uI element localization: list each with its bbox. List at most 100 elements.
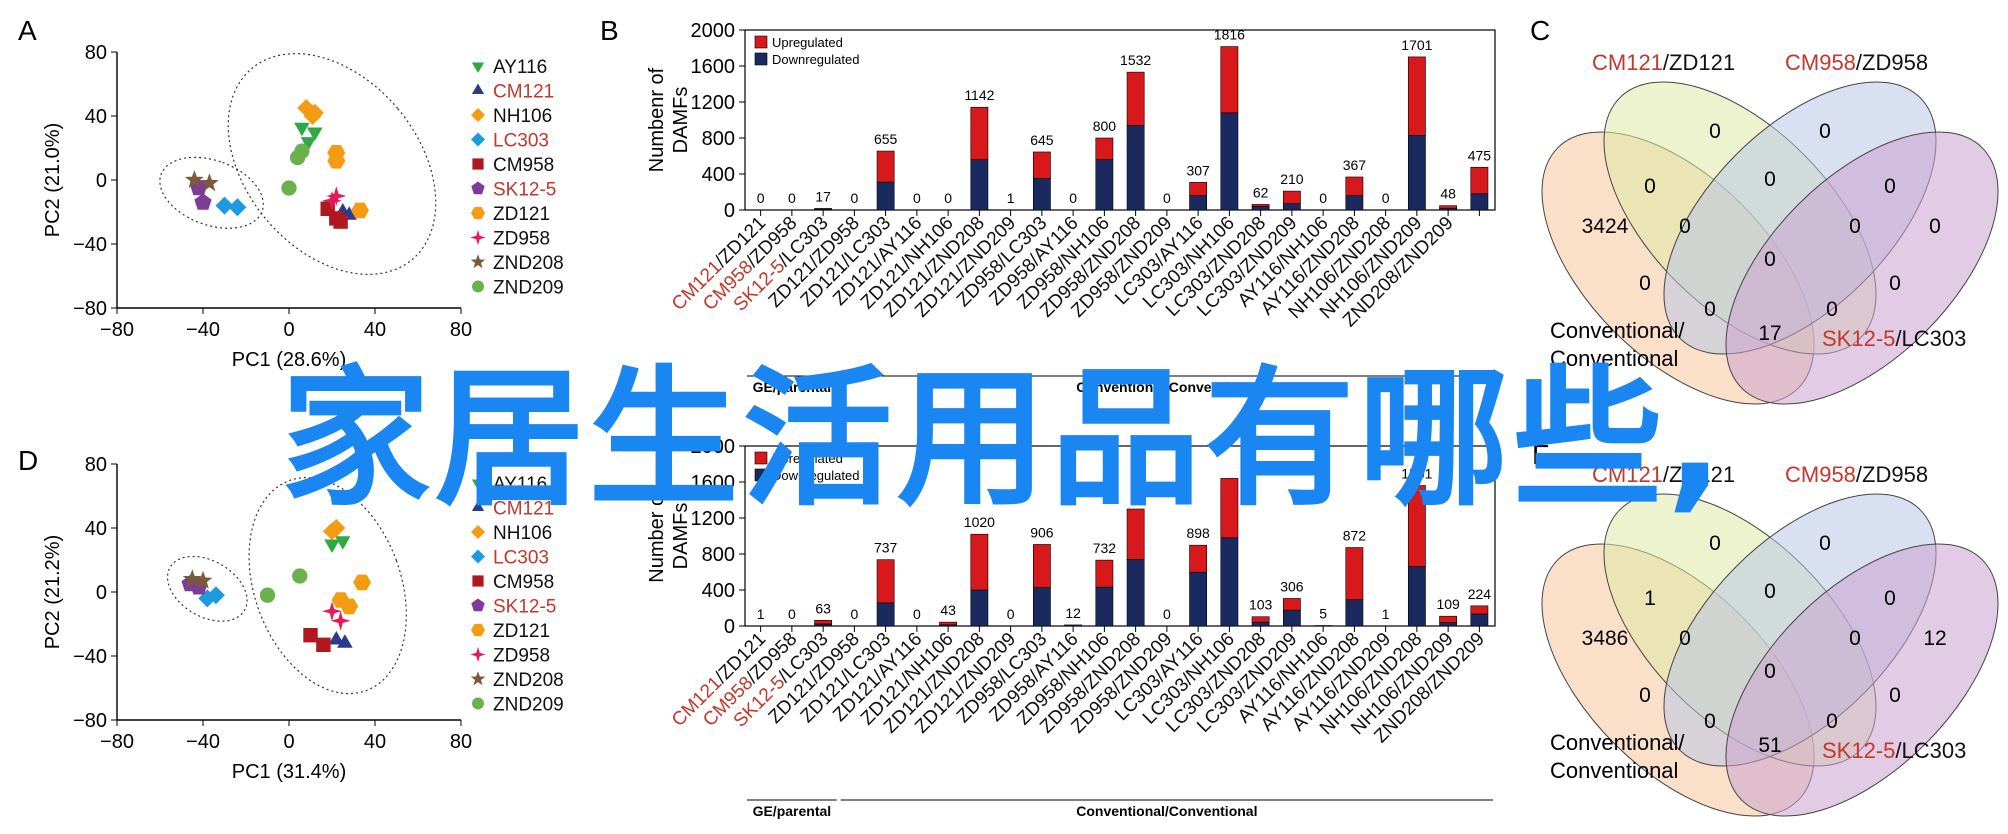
bar-value-label: 655 xyxy=(874,131,898,147)
scatter-point xyxy=(206,586,225,605)
legend-marker xyxy=(471,500,485,511)
legend-marker xyxy=(472,697,484,710)
venn-count: 0 xyxy=(1764,580,1776,603)
bar-value-label: 0 xyxy=(1382,190,1390,206)
venn-set-label-first: CM121 xyxy=(1592,462,1663,487)
bar-downregulated xyxy=(1470,193,1489,211)
legend-marker xyxy=(471,525,485,539)
venn-count: 0 xyxy=(1826,298,1838,321)
bar-value-label: 0 xyxy=(1163,606,1171,622)
bar-value-label: 0 xyxy=(757,190,765,206)
legend-label: CM121 xyxy=(493,82,554,103)
venn-count: 17 xyxy=(1758,322,1781,345)
bar-value-label: 1142 xyxy=(964,87,994,103)
group-label: Conventional/Conventional xyxy=(1076,379,1257,395)
bar-upregulated xyxy=(1407,485,1426,567)
plot-frame xyxy=(744,29,1496,211)
bar-value-label: 17 xyxy=(815,188,831,204)
cluster-ellipse xyxy=(159,156,264,229)
bar-value-label: 1 xyxy=(1007,190,1015,206)
legend-swatch-up xyxy=(754,451,768,465)
bar-upregulated xyxy=(970,106,989,160)
scatter-point xyxy=(303,628,318,643)
x-tick-label: −40 xyxy=(186,319,220,341)
venn-set-label: Conventional/Conventional xyxy=(1550,318,1685,371)
bar-upregulated xyxy=(1032,151,1051,179)
x-tick-label: −80 xyxy=(100,319,134,341)
venn-set-label-second: /ZD958 xyxy=(1856,462,1928,487)
bar-value-label: 0 xyxy=(788,606,796,622)
bar-value-label: 0 xyxy=(1319,190,1327,206)
bar-value-label: 0 xyxy=(850,606,858,622)
bar-downregulated xyxy=(1189,571,1208,627)
scatter-point xyxy=(300,137,317,151)
legend-label: ZD121 xyxy=(493,621,550,642)
bar-upregulated xyxy=(970,533,989,591)
scatter-point xyxy=(353,574,372,591)
bar-downregulated xyxy=(814,623,833,627)
venn-set-label-first: CM958 xyxy=(1785,462,1856,487)
legend-marker xyxy=(471,598,485,612)
bar-value-label: 103 xyxy=(1249,597,1273,613)
y-axis-title-line: DAMFs xyxy=(670,503,692,570)
venn-set-ellipse xyxy=(1725,543,1999,817)
legend-marker xyxy=(471,62,485,73)
venn-count: 0 xyxy=(1764,248,1776,271)
x-tick-label: 0 xyxy=(283,731,294,753)
scatter-point xyxy=(340,598,359,615)
legend-marker xyxy=(471,206,485,220)
x-axis-title: PC1 (31.4%) xyxy=(232,761,347,783)
y-tick-label: 0 xyxy=(96,582,107,604)
venn-set-label-first: SK12-5 xyxy=(1822,326,1895,351)
venn-count: 0 xyxy=(1679,215,1691,238)
scatter-point xyxy=(316,637,331,652)
legend-marker xyxy=(470,229,486,246)
bar-upregulated xyxy=(1282,598,1301,611)
bar-upregulated xyxy=(1126,508,1145,560)
bar-upregulated xyxy=(1282,190,1301,205)
bar-value-label: 0 xyxy=(788,190,796,206)
venn-set-label-second: /ZD958 xyxy=(1856,50,1928,75)
bar-upregulated xyxy=(1095,559,1114,588)
bar-upregulated xyxy=(1407,56,1426,136)
cluster-ellipse xyxy=(166,555,248,622)
bar-value-label: 43 xyxy=(940,602,956,618)
bar-downregulated xyxy=(1126,559,1145,627)
bar-downregulated xyxy=(1189,195,1208,211)
y-tick-label: 800 xyxy=(702,128,735,150)
venn-count: 0 xyxy=(1709,532,1721,555)
bar-upregulated xyxy=(1189,182,1208,196)
legend-marker xyxy=(471,623,485,637)
bar-upregulated xyxy=(1345,547,1364,601)
bar-downregulated xyxy=(1345,599,1364,627)
bar-value-label: 0 xyxy=(850,190,858,206)
y-tick-label: −40 xyxy=(73,234,107,256)
y-tick-label: 40 xyxy=(85,518,107,540)
bar-upregulated xyxy=(1470,605,1489,615)
y-axis-title-line: Numbenr of xyxy=(646,67,668,172)
venn-count: 0 xyxy=(1889,684,1901,707)
venn-set-label: SK12-5/LC303 xyxy=(1822,738,1966,763)
venn-set-label: CM958/ZD958 xyxy=(1785,462,1928,487)
bar-downregulated xyxy=(1095,159,1114,211)
bar-upregulated xyxy=(1095,137,1114,160)
bar-downregulated xyxy=(970,589,989,627)
venn-set-label: SK12-5/LC303 xyxy=(1822,326,1966,351)
bar-downregulated xyxy=(1439,622,1458,627)
bar-value-label: 475 xyxy=(1468,147,1492,163)
scatter-point xyxy=(194,193,212,210)
y-tick-label: 800 xyxy=(702,544,735,566)
y-axis-title-line: DAMFs xyxy=(670,87,692,154)
legend-swatch-down xyxy=(754,468,768,482)
legend-label: ZD958 xyxy=(493,229,550,250)
bar-value-label: 210 xyxy=(1280,171,1304,187)
bar-value-label: 224 xyxy=(1468,586,1492,602)
venn-set-label-first: CM121 xyxy=(1592,50,1663,75)
x-tick-label: 40 xyxy=(364,319,386,341)
scatter-point xyxy=(337,634,353,648)
bar-upregulated xyxy=(814,620,833,625)
bar-value-label: 1561 xyxy=(1401,466,1432,482)
legend-label: ZD958 xyxy=(493,646,550,667)
y-tick-label: 1200 xyxy=(691,92,736,114)
